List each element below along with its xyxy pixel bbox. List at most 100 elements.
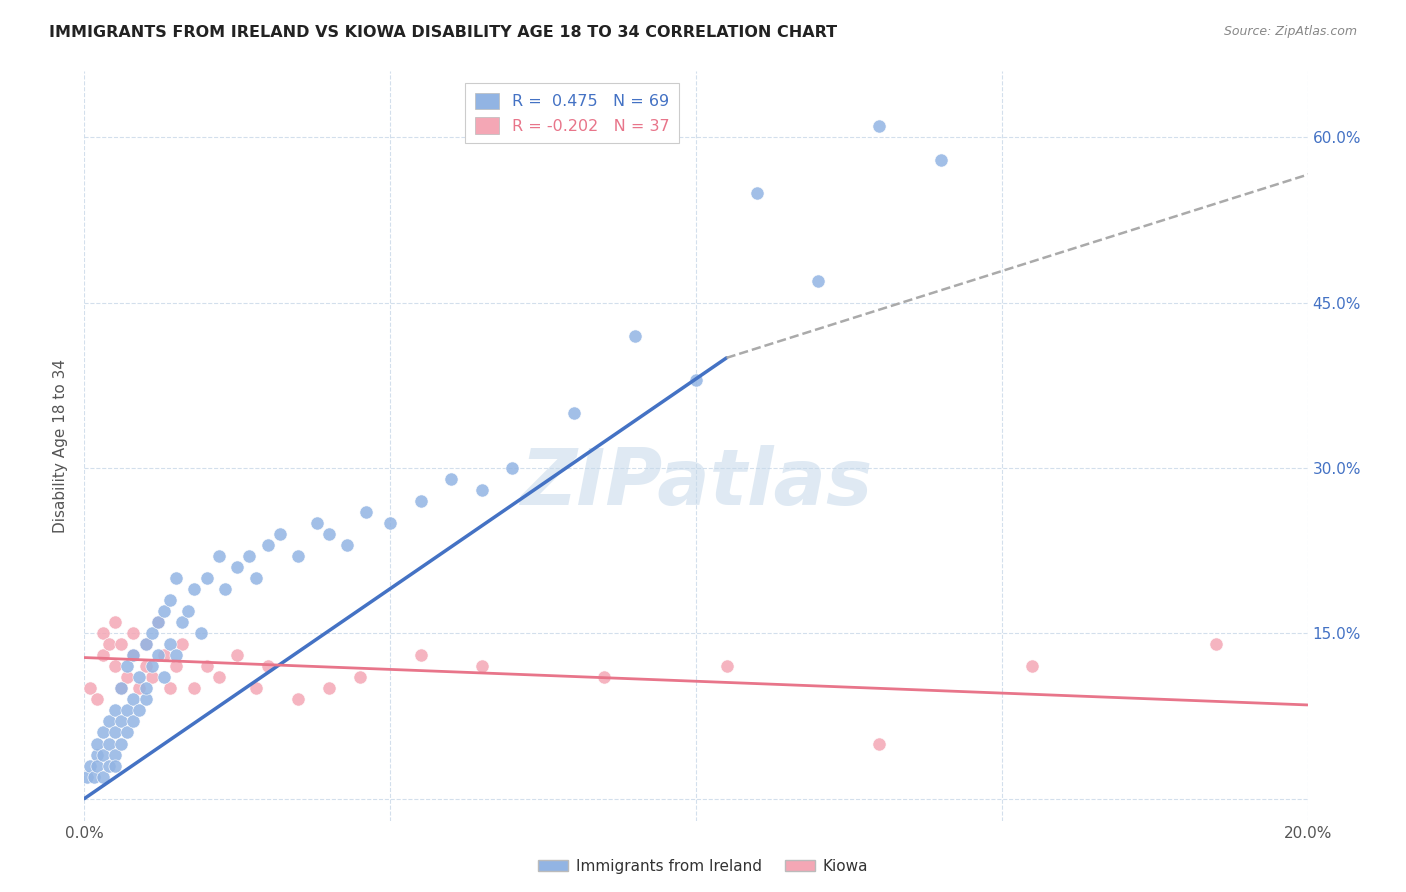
Point xyxy=(135,692,157,706)
Point xyxy=(128,681,150,696)
Point xyxy=(122,626,145,640)
Point xyxy=(409,494,432,508)
Point xyxy=(208,549,231,564)
Point xyxy=(318,681,340,696)
Point xyxy=(195,659,218,673)
Point xyxy=(153,604,176,618)
Text: Source: ZipAtlas.com: Source: ZipAtlas.com xyxy=(1223,25,1357,38)
Point xyxy=(716,659,738,673)
Point xyxy=(380,516,402,530)
Point xyxy=(128,703,150,717)
Point xyxy=(245,571,267,585)
Point xyxy=(110,637,132,651)
Point xyxy=(104,758,127,772)
Point xyxy=(159,637,181,651)
Point xyxy=(115,703,138,717)
Point xyxy=(86,747,108,762)
Point xyxy=(869,120,891,134)
Point xyxy=(336,538,359,552)
Point xyxy=(91,747,114,762)
Point xyxy=(110,681,132,696)
Point xyxy=(91,770,114,784)
Point xyxy=(238,549,260,564)
Point xyxy=(1021,659,1043,673)
Point xyxy=(135,637,157,651)
Point xyxy=(91,725,114,739)
Point xyxy=(257,659,280,673)
Point xyxy=(76,770,98,784)
Point xyxy=(624,328,647,343)
Point xyxy=(146,615,169,630)
Point xyxy=(141,659,163,673)
Point xyxy=(159,681,181,696)
Point xyxy=(97,737,120,751)
Point xyxy=(747,186,769,200)
Point xyxy=(97,758,120,772)
Legend: R =  0.475   N = 69, R = -0.202   N = 37: R = 0.475 N = 69, R = -0.202 N = 37 xyxy=(465,83,679,144)
Point xyxy=(83,770,105,784)
Point xyxy=(172,615,194,630)
Point xyxy=(86,692,108,706)
Point xyxy=(685,373,707,387)
Point xyxy=(226,648,249,663)
Point xyxy=(440,472,463,486)
Point xyxy=(91,648,114,663)
Point xyxy=(104,615,127,630)
Point xyxy=(79,681,101,696)
Point xyxy=(502,461,524,475)
Point xyxy=(208,670,231,684)
Point xyxy=(115,725,138,739)
Point xyxy=(165,659,187,673)
Point xyxy=(183,681,205,696)
Point xyxy=(562,406,585,420)
Point xyxy=(257,538,280,552)
Point xyxy=(409,648,432,663)
Point xyxy=(104,703,127,717)
Text: IMMIGRANTS FROM IRELAND VS KIOWA DISABILITY AGE 18 TO 34 CORRELATION CHART: IMMIGRANTS FROM IRELAND VS KIOWA DISABIL… xyxy=(49,25,838,40)
Point xyxy=(190,626,212,640)
Point xyxy=(869,737,891,751)
Point xyxy=(135,637,157,651)
Point xyxy=(159,593,181,607)
Point xyxy=(318,527,340,541)
Point xyxy=(153,670,176,684)
Point xyxy=(354,505,377,519)
Point xyxy=(104,725,127,739)
Point xyxy=(110,714,132,729)
Point xyxy=(104,659,127,673)
Point xyxy=(305,516,328,530)
Point xyxy=(287,692,309,706)
Legend: Immigrants from Ireland, Kiowa: Immigrants from Ireland, Kiowa xyxy=(531,853,875,880)
Point xyxy=(122,692,145,706)
Y-axis label: Disability Age 18 to 34: Disability Age 18 to 34 xyxy=(53,359,69,533)
Point xyxy=(172,637,194,651)
Point xyxy=(135,681,157,696)
Point xyxy=(1205,637,1227,651)
Point xyxy=(141,670,163,684)
Point xyxy=(153,648,176,663)
Point xyxy=(79,758,101,772)
Point xyxy=(807,274,830,288)
Point xyxy=(128,670,150,684)
Point xyxy=(97,714,120,729)
Point xyxy=(177,604,200,618)
Point xyxy=(122,714,145,729)
Point xyxy=(104,747,127,762)
Point xyxy=(115,659,138,673)
Point xyxy=(287,549,309,564)
Point xyxy=(214,582,236,597)
Point xyxy=(471,659,494,673)
Text: ZIPatlas: ZIPatlas xyxy=(520,445,872,522)
Point xyxy=(122,648,145,663)
Point xyxy=(226,560,249,574)
Point xyxy=(110,737,132,751)
Point xyxy=(115,670,138,684)
Point xyxy=(146,648,169,663)
Point xyxy=(86,737,108,751)
Point xyxy=(165,648,187,663)
Point xyxy=(269,527,291,541)
Point xyxy=(195,571,218,585)
Point xyxy=(349,670,371,684)
Point xyxy=(122,648,145,663)
Point xyxy=(91,626,114,640)
